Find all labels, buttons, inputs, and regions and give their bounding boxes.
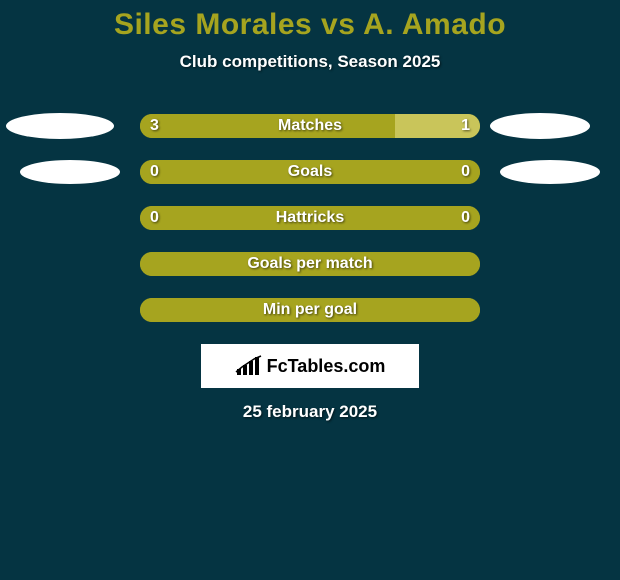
decorative-ellipse (490, 113, 590, 139)
bar-track (140, 206, 480, 230)
bar-segment-left (140, 252, 480, 276)
stat-value-right: 1 (461, 114, 470, 138)
bar-segment-left (140, 160, 480, 184)
stat-row: Goals per match (0, 252, 620, 276)
stat-value-right: 0 (461, 206, 470, 230)
stat-value-left: 3 (150, 114, 159, 138)
bar-segment-left (140, 114, 395, 138)
page-title: Siles Morales vs A. Amado (0, 0, 620, 42)
stat-row: Hattricks00 (0, 206, 620, 230)
decorative-ellipse (6, 113, 114, 139)
subtitle: Club competitions, Season 2025 (0, 52, 620, 72)
comparison-card: Siles Morales vs A. Amado Club competiti… (0, 0, 620, 580)
bar-track (140, 252, 480, 276)
decorative-ellipse (500, 160, 600, 184)
stat-value-left: 0 (150, 206, 159, 230)
stat-value-right: 0 (461, 160, 470, 184)
bar-segment-left (140, 298, 480, 322)
logo-text: FcTables.com (267, 356, 386, 377)
bar-segment-left (140, 206, 480, 230)
bar-chart-icon (235, 355, 263, 377)
bar-track (140, 298, 480, 322)
stat-row: Min per goal (0, 298, 620, 322)
site-logo: FcTables.com (201, 344, 419, 388)
date-text: 25 february 2025 (0, 402, 620, 422)
bar-track (140, 114, 480, 138)
decorative-ellipse (20, 160, 120, 184)
stat-rows: Matches31Goals00Hattricks00Goals per mat… (0, 114, 620, 322)
stat-value-left: 0 (150, 160, 159, 184)
bar-track (140, 160, 480, 184)
